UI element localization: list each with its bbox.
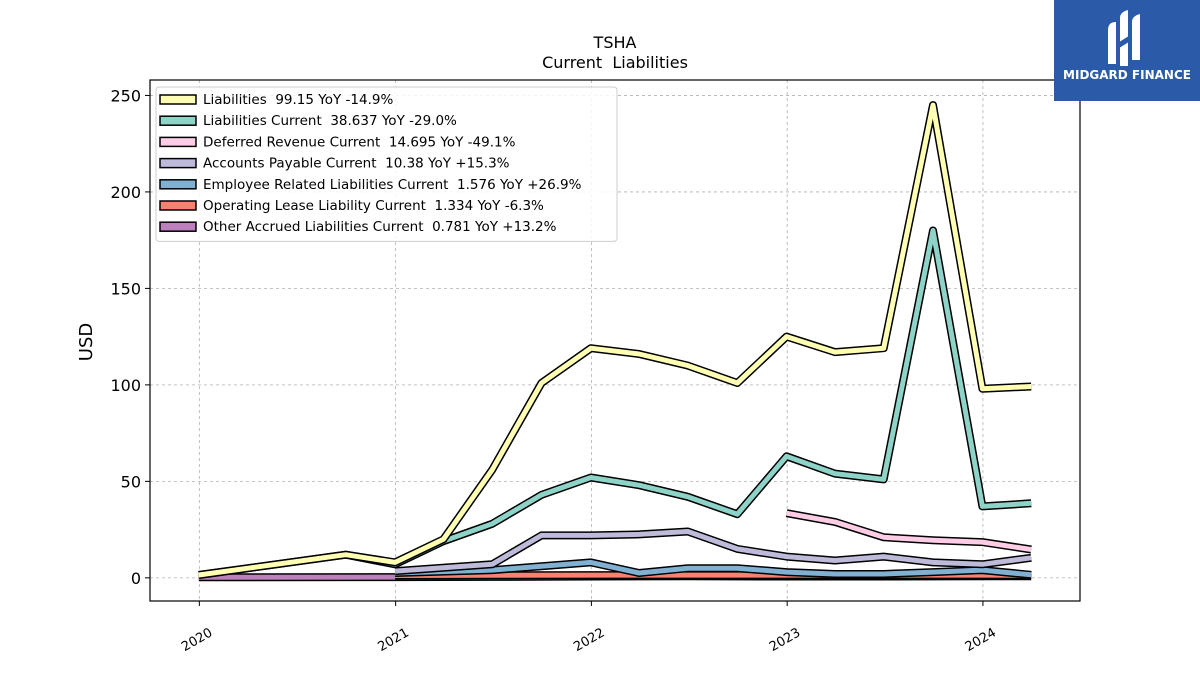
x-tick-label: 2021 (375, 625, 411, 655)
series-2 (198, 226, 1032, 579)
legend-item: Liabilities Current 38.637 YoY -29.0% (159, 113, 457, 129)
series-line (786, 510, 1032, 552)
series-line (198, 102, 1032, 578)
series-4 (394, 527, 1032, 576)
legend-item: Liabilities 99.15 YoY -14.9% (159, 92, 393, 108)
series-5 (394, 558, 1032, 579)
series-lines (198, 101, 1032, 582)
legend-label: Other Accrued Liabilities Current 0.781 … (203, 219, 557, 235)
legend-swatch (159, 94, 197, 105)
y-tick-label: 200 (110, 183, 141, 202)
x-tick-label: 2020 (179, 625, 215, 655)
series-1 (198, 101, 1032, 579)
legend: Liabilities 99.15 YoY -14.9% Liabilities … (155, 86, 618, 242)
legend-item: Employee Related Liabilities Current 1.5… (159, 177, 582, 193)
x-tick-label: 2022 (571, 625, 607, 655)
midgard-logo-icon (1108, 10, 1140, 66)
series-line-outline (198, 226, 1032, 579)
chart-title: TSHA (593, 33, 637, 52)
legend-swatch (159, 115, 197, 126)
series-line (198, 228, 1032, 578)
series-line (395, 559, 1032, 578)
y-tick-label: 150 (110, 279, 141, 298)
plot-frame (149, 79, 1081, 602)
series-line (394, 529, 1032, 574)
legend-swatch (159, 179, 197, 190)
legend-label: Deferred Revenue Current 14.695 YoY -49.… (203, 134, 516, 150)
legend-swatch (159, 136, 197, 148)
legend-item: Other Accrued Liabilities Current 0.781 … (159, 219, 557, 235)
legend-label: Operating Lease Liability Current 1.334 … (203, 198, 544, 214)
y-tick-label: 0 (131, 569, 141, 588)
chart-subtitle: Current Liabilities (542, 53, 688, 72)
y-axis-label: USD (76, 323, 97, 361)
legend-swatch (159, 157, 197, 169)
legend-box (155, 86, 618, 242)
y-tick-label: 50 (121, 472, 141, 491)
x-tick-label: 2023 (767, 625, 803, 655)
series-3 (785, 509, 1032, 554)
legend-swatch (159, 200, 197, 211)
legend-item: Accounts Payable Current 10.38 YoY +15.3… (159, 156, 510, 172)
legend-label: Accounts Payable Current 10.38 YoY +15.3… (203, 156, 510, 172)
y-tick-label: 100 (110, 376, 141, 395)
y-tick-label: 250 (110, 86, 141, 105)
legend-label: Liabilities Current 38.637 YoY -29.0% (203, 113, 457, 129)
brand-name: MIDGARD FINANCE (1063, 68, 1191, 82)
legend-swatch (159, 221, 197, 232)
legend-item: Operating Lease Liability Current 1.334 … (159, 198, 544, 214)
legend-label: Liabilities 99.15 YoY -14.9% (203, 92, 393, 108)
legend-item: Deferred Revenue Current 14.695 YoY -49.… (159, 134, 516, 150)
brand-logo: MIDGARD FINANCE (1054, 0, 1200, 101)
legend-label: Employee Related Liabilities Current 1.5… (203, 177, 582, 193)
x-tick-label: 2024 (963, 625, 999, 655)
